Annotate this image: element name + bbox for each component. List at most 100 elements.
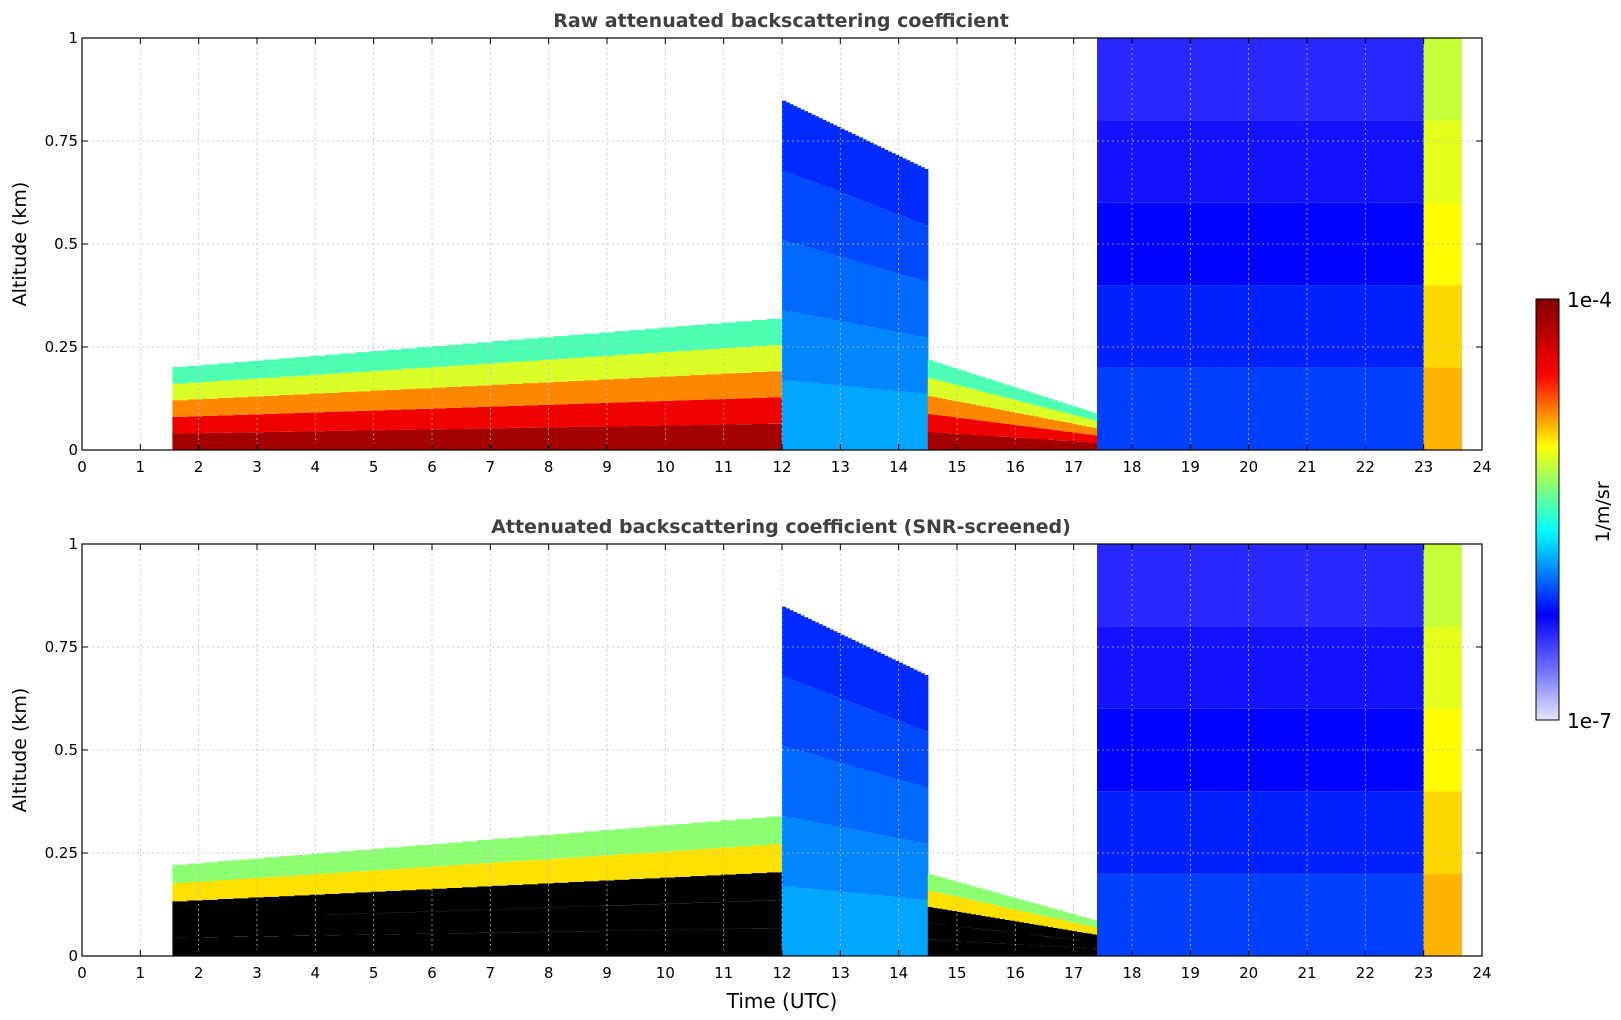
raw-layer-4-cell (1454, 120, 1456, 203)
raw-layer-3-cell (1415, 38, 1425, 121)
raw-layer-1-cell (906, 392, 911, 450)
raw-layer-3-cell (1105, 202, 1114, 286)
screened-layer-2-cell (985, 929, 991, 943)
raw-layer-4-cell (1452, 367, 1454, 450)
raw-layer-1-cell (858, 262, 863, 325)
raw-layer-0-cell (462, 386, 478, 408)
raw-layer-0-cell (431, 366, 448, 388)
raw-layer-4-cell (1441, 38, 1444, 121)
screened-layer-2-cell (966, 885, 972, 900)
screened-layer-0-cell (294, 915, 311, 936)
screened-layer-0-cell (324, 914, 341, 936)
raw-layer-2-cell (1062, 412, 1068, 422)
raw-layer-3-cell (1415, 202, 1425, 286)
raw-layer-2-cell (961, 434, 967, 450)
raw-layer-4-cell (1439, 120, 1442, 203)
raw-layer-1-cell (782, 100, 787, 171)
raw-layer-1-cell (858, 325, 863, 388)
screened-layer-2-cell (1033, 914, 1040, 925)
screened-layer-1-cell (906, 782, 911, 841)
screened-layer-1-cell (865, 646, 871, 709)
screened-layer-1-cell (785, 886, 790, 956)
raw-layer-3-cell (1121, 202, 1131, 286)
screened-layer-4-cell (1454, 708, 1457, 792)
raw-layer-1-cell (803, 314, 809, 383)
screened-layer-4-cell (1446, 626, 1448, 709)
raw-layer-1-cell (902, 158, 907, 217)
raw-layer-4-cell (1435, 38, 1437, 121)
screened-layer-3-cell (1252, 791, 1261, 874)
raw-layer-0-cell (401, 368, 417, 390)
screened-layer-4-cell (1454, 791, 1456, 874)
raw-layer-4-cell (1436, 285, 1439, 368)
raw-layer-0-cell (705, 424, 722, 450)
raw-layer-2-cell (942, 364, 948, 382)
raw-layer-0-cell (324, 430, 341, 450)
screened-layer-2-cell (995, 918, 1001, 931)
screened-x-tick-label: 19 (1181, 964, 1200, 982)
screened-layer-1-cell (895, 838, 900, 897)
raw-layer-0-cell (385, 409, 402, 430)
raw-layer-1-cell (785, 380, 790, 450)
raw-layer-4-cell (1445, 367, 1447, 450)
screened-layer-3-cell (1284, 708, 1294, 792)
screened-layer-1-cell (840, 699, 845, 764)
raw-layer-4-cell (1453, 285, 1455, 368)
raw-layer-4-cell (1452, 120, 1454, 203)
raw-layer-0-cell (263, 377, 280, 396)
raw-layer-2-cell (961, 418, 967, 435)
raw-layer-3-cell (1358, 285, 1368, 368)
screened-layer-3-cell (1407, 708, 1417, 792)
raw-layer-2-cell (956, 417, 963, 434)
raw-layer-2-cell (995, 381, 1001, 396)
raw-layer-1-cell (873, 144, 878, 206)
raw-layer-0-cell (416, 347, 433, 368)
screened-layer-3-cell (1137, 626, 1147, 709)
raw-layer-1-cell (818, 317, 823, 384)
raw-layer-2-cell (1000, 423, 1006, 437)
raw-layer-2-cell (1077, 433, 1083, 442)
raw-layer-1-cell (898, 156, 903, 216)
screened-layer-1-cell (822, 691, 827, 758)
screened-layer-4-cell (1453, 544, 1455, 627)
raw-layer-1-cell (854, 387, 860, 450)
screened-layer-0-cell (553, 907, 570, 932)
raw-layer-0-cell (218, 380, 234, 398)
screened-layer-1-cell (811, 888, 816, 956)
screened-layer-3-cell (1186, 708, 1196, 792)
screened-layer-0-cell (736, 873, 753, 902)
raw-layer-2-cell (1057, 411, 1064, 422)
screened-layer-0-cell (309, 874, 326, 895)
raw-layer-4-cell (1423, 285, 1426, 368)
raw-layer-0-cell (294, 357, 311, 376)
raw-layer-0-cell (568, 427, 585, 450)
screened-layer-3-cell (1195, 873, 1204, 956)
screened-layer-2-cell (1086, 948, 1092, 956)
raw-layer-0-cell (279, 431, 295, 450)
screened-layer-2-cell (1053, 946, 1059, 956)
screened-layer-0-cell (279, 936, 295, 956)
screened-layer-4-cell (1437, 544, 1440, 627)
raw-layer-0-cell (660, 351, 676, 377)
screened-layer-2-cell (1000, 906, 1006, 919)
screened-layer-1-cell (876, 713, 881, 774)
screened-layer-1-cell (869, 771, 874, 834)
raw-layer-3-cell (1342, 367, 1351, 450)
raw-layer-4-cell (1455, 367, 1458, 450)
screened-layer-0-cell (172, 919, 189, 938)
screened-layer-0-cell (522, 908, 539, 932)
screened-layer-1-cell (880, 774, 885, 836)
screened-layer-4-cell (1447, 791, 1449, 874)
screened-layer-2-cell (1038, 925, 1044, 936)
screened-layer-2-cell (1091, 934, 1097, 942)
screened-layer-0-cell (248, 858, 265, 879)
screened-layer-2-cell (980, 915, 987, 930)
screened-layer-1-cell (913, 898, 918, 956)
screened-layer-0-cell (263, 877, 280, 897)
raw-layer-1-cell (825, 253, 830, 319)
raw-layer-0-cell (385, 369, 402, 390)
screened-x-tick-label: 20 (1239, 964, 1258, 982)
screened-layer-3-cell (1097, 791, 1106, 874)
screened-layer-0-cell (736, 901, 753, 929)
raw-layer-3-cell (1129, 120, 1139, 203)
